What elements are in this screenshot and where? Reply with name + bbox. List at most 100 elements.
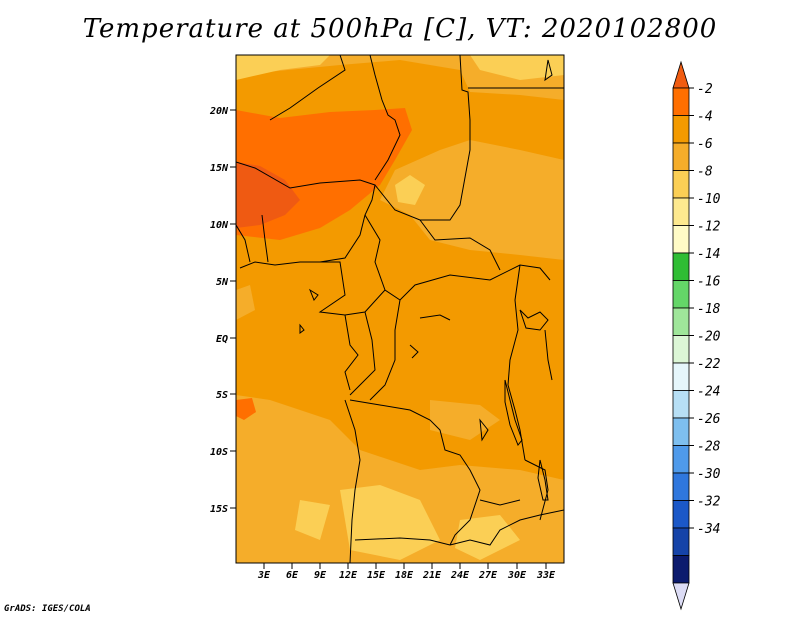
colorbar-swatch — [672, 417, 690, 446]
border-libya-egypt — [459, 55, 471, 121]
field-patch-west — [236, 285, 255, 320]
colorbar-label: -2 — [697, 82, 713, 97]
colorbar-swatch — [672, 115, 690, 144]
colorbar-swatch — [672, 555, 690, 584]
border-namibia — [354, 537, 451, 546]
field-patch-northeast-cool — [470, 55, 564, 80]
lon-tick-label: 27E — [478, 570, 498, 581]
field-band-northeast — [380, 140, 564, 260]
lat-tick-label: 5S — [216, 390, 228, 401]
border-drc-west — [369, 299, 401, 401]
lat-tick-label: 15N — [210, 163, 229, 174]
country-borders — [236, 55, 564, 563]
lon-tick-label: 3E — [257, 570, 271, 581]
colorbar-label: -6 — [697, 137, 713, 152]
colorbar-label: -20 — [697, 330, 721, 345]
colorbar-label: -32 — [697, 495, 721, 510]
lat-tick-label: 5N — [216, 277, 229, 288]
lon-tick-label: 6E — [286, 570, 299, 581]
colorbar-label: -18 — [697, 302, 721, 317]
lon-tick-label: 30E — [507, 570, 527, 581]
border-malawi — [479, 499, 521, 506]
border-drc-east — [507, 264, 526, 461]
lake-nasser — [544, 59, 553, 82]
border-gabon-congo — [344, 314, 359, 391]
lon-tick-label: 21E — [422, 570, 442, 581]
border-angola-drc — [349, 399, 481, 546]
colorbar-swatch — [672, 170, 690, 199]
credit-label: GrADS: IGES/COLA — [4, 604, 91, 614]
border-car — [364, 214, 551, 301]
lat-tick-label: 20N — [209, 106, 229, 117]
lake-mweru — [479, 418, 489, 442]
latitude-axis: 20N 15N 10N 5N EQ 5S 10S 15S — [209, 106, 236, 515]
lake-tanganyika — [504, 379, 523, 446]
field-patch-zambia-cool — [455, 515, 520, 560]
border-chad-sudan — [374, 120, 471, 221]
field-warm-atlantic-spot — [236, 398, 256, 420]
lon-tick-label: 15E — [367, 570, 386, 581]
colorbar-bottom-arrow — [672, 582, 690, 611]
border-kenya — [544, 329, 553, 381]
colorbar-label: -16 — [697, 275, 721, 290]
lon-tick-label: 18E — [395, 570, 414, 581]
temperature-field — [236, 55, 564, 563]
lake-malawi — [537, 459, 549, 501]
lat-tick-label: 15S — [210, 504, 228, 515]
colorbar-swatch — [672, 390, 690, 419]
chart-title: Temperature at 500hPa [C], VT: 202010280… — [82, 14, 718, 44]
longitude-axis: 3E 6E 9E 12E 15E 18E 21E 24E 27E 30E 33E — [257, 563, 556, 581]
field-patch-chad-cool — [395, 175, 425, 205]
field-patch-angola-cool — [340, 485, 440, 560]
river-kasai-mark — [409, 344, 419, 359]
river-congo-mark — [419, 314, 451, 321]
colorbar-label: -24 — [697, 385, 720, 400]
colorbar-label: -14 — [697, 247, 720, 262]
field-hot-west-africa — [236, 162, 300, 228]
colorbar-swatch — [672, 307, 690, 336]
field-patch-coast-cool — [295, 500, 330, 540]
colorbar-swatch — [672, 280, 690, 309]
lon-tick-label: 12E — [339, 570, 358, 581]
colorbar-label: -28 — [697, 440, 721, 455]
lat-tick-label: 10S — [210, 447, 228, 458]
colorbar-swatch — [672, 362, 690, 391]
colorbar-label: -4 — [697, 110, 713, 125]
lat-tick-label: EQ — [216, 334, 228, 345]
colorbar-label: -34 — [697, 522, 720, 537]
sao-tome-island — [299, 323, 305, 334]
colorbar-swatch — [672, 445, 690, 474]
colorbar-swatch — [672, 500, 690, 529]
lon-tick-label: 24E — [450, 570, 470, 581]
colorbar-label: -22 — [697, 357, 721, 372]
colorbar: -2 -4 -6 -8 -10 -12 -14 -16 -18 -20 -22 -24 -26 -28 -3… — [672, 60, 721, 611]
border-ghana — [261, 214, 269, 263]
border-tanzania — [524, 459, 549, 521]
colorbar-label: -30 — [697, 467, 721, 482]
colorbar-swatch — [672, 142, 690, 171]
field-patch-central-south — [430, 400, 500, 440]
border-algeria-niger — [269, 55, 346, 121]
border-benin-togo — [236, 224, 251, 263]
colorbar-swatch — [672, 252, 690, 281]
colorbar-swatch — [672, 335, 690, 364]
colorbar-swatch — [672, 527, 690, 556]
lake-victoria — [519, 309, 549, 331]
colorbar-label: -12 — [697, 220, 721, 235]
border-niger-chad — [369, 55, 401, 181]
border-congo — [349, 311, 376, 396]
lon-tick-label: 9E — [314, 570, 327, 581]
bioko-island — [308, 288, 319, 301]
colorbar-label: -10 — [697, 192, 721, 207]
border-zambia — [449, 509, 564, 546]
coast-angola — [344, 399, 361, 563]
colorbar-label: -26 — [697, 412, 721, 427]
colorbar-top-arrow — [672, 60, 690, 89]
lon-tick-label: 33E — [536, 570, 556, 581]
map-frame — [235, 54, 565, 564]
colorbar-swatch — [672, 225, 690, 254]
colorbar-swatch — [672, 197, 690, 226]
lat-tick-label: 10N — [210, 220, 229, 231]
colorbar-swatch — [672, 472, 690, 501]
